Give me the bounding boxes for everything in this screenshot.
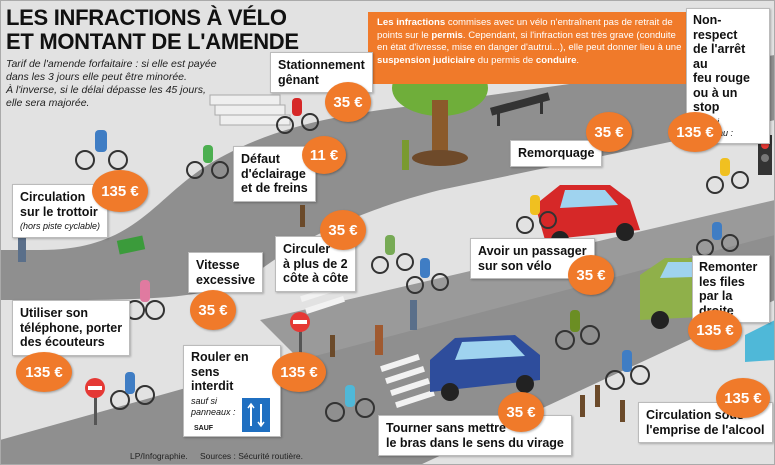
two-way-bike-lane-sign-icon xyxy=(242,398,270,432)
crosswalk xyxy=(300,283,435,409)
label-text: Circulation sous xyxy=(646,408,744,422)
price-telephone: 135 € xyxy=(16,352,72,392)
intro-line-1: Tarif de l'amende forfaitaire : si elle … xyxy=(6,58,217,70)
label-text: feu rouge xyxy=(693,71,750,85)
label-text: Avoir un passager xyxy=(478,244,587,258)
label-text: sur le trottoir xyxy=(20,204,98,219)
label-text: l'emprise de l'alcool xyxy=(646,422,765,437)
label-text: Remonter xyxy=(699,260,758,274)
info-bold-3: permis xyxy=(431,29,463,41)
price-sens-interdit: 135 € xyxy=(272,352,326,392)
price-virage: 35 € xyxy=(498,392,544,432)
label-text: excessive xyxy=(196,272,256,287)
bench-illustration xyxy=(489,92,551,126)
price-remorquage: 35 € xyxy=(586,112,632,152)
label-text: Remorquage xyxy=(518,146,595,160)
label-text: Tourner sans mettre xyxy=(386,421,506,435)
label-text: Circuler xyxy=(283,242,331,256)
label-text: des écouteurs xyxy=(20,335,105,349)
info-text-6: du permis de xyxy=(475,54,536,66)
cyclist-figures xyxy=(95,98,730,407)
label-text: Non-respect xyxy=(693,13,738,42)
label-alcool: Circulation sous l'emprise de l'alcool xyxy=(638,402,773,443)
intro-line-3: À l'inverse, si le délai dépasse les 45 … xyxy=(6,84,206,96)
label-text: sur son vélo xyxy=(478,258,552,273)
upper-road xyxy=(0,55,775,300)
price-eclairage: 11 € xyxy=(302,136,346,174)
bollards xyxy=(300,205,625,422)
label-text: à plus de 2 xyxy=(283,256,348,271)
bike-lane-marker xyxy=(116,235,146,255)
label-subtext: panneaux : xyxy=(191,406,236,417)
blue-car-illustration xyxy=(430,335,540,401)
price-feu-rouge: 135 € xyxy=(668,112,722,152)
price-passager: 35 € xyxy=(568,255,614,295)
cyan-car-illustration xyxy=(745,320,775,362)
info-bold-5: suspension judiciaire xyxy=(377,54,476,66)
label-passager: Avoir un passager sur son vélo xyxy=(470,238,595,279)
price-vitesse: 35 € xyxy=(190,290,236,330)
price-alcool: 135 € xyxy=(716,378,770,418)
price-files: 135 € xyxy=(688,310,742,350)
label-text: interdit xyxy=(191,379,234,393)
info-text-4: . Cependant, si l'infraction est très gr… xyxy=(377,29,682,54)
intro-line-2: dans les 3 jours elle peut être minorée. xyxy=(6,71,187,83)
label-text: Circulation xyxy=(20,190,86,204)
info-bold-7: conduire xyxy=(535,54,577,66)
middle-road xyxy=(260,200,775,360)
label-text: Vitesse xyxy=(196,258,240,272)
sauf-sign-text: SAUF xyxy=(194,425,214,432)
label-subtext: sauf si xyxy=(191,395,218,406)
cyclists-illustration xyxy=(75,113,749,422)
label-subtext: (hors piste cyclable) xyxy=(20,221,101,231)
page-title: LES INFRACTIONS À VÉLO ET MONTANT DE L'A… xyxy=(6,6,299,54)
label-telephone: Utiliser son téléphone, porter des écout… xyxy=(12,300,131,356)
label-virage: Tourner sans mettre le bras dans le sens… xyxy=(378,415,572,456)
no-entry-sign-icon xyxy=(85,378,105,425)
label-text: gênant xyxy=(278,72,319,87)
label-text: les files xyxy=(699,274,745,289)
label-text: et de freins xyxy=(241,181,308,195)
pedestrians-illustration xyxy=(18,140,417,355)
label-sens-interdit: Rouler en sens interdit sauf si panneaux… xyxy=(183,345,281,437)
price-cote-a-cote: 35 € xyxy=(320,210,366,250)
label-vitesse: Vitesse excessive xyxy=(188,252,264,293)
credit-right: Sources : Sécurité routière. xyxy=(200,451,303,461)
info-box: Les infractions commises avec un vélo n'… xyxy=(368,12,693,84)
label-text: de l'arrêt au xyxy=(693,42,746,71)
title-line-1: LES INFRACTIONS À VÉLO xyxy=(6,5,287,30)
info-bold-1: Les infractions xyxy=(377,17,446,28)
info-text-2: commises avec un vélo n'entraînent pas d… xyxy=(377,17,673,41)
label-text: téléphone, porter xyxy=(20,320,123,335)
intro-text: Tarif de l'amende forfaitaire : si elle … xyxy=(6,58,256,110)
label-text: côte à côte xyxy=(283,271,349,285)
label-text: Utiliser son xyxy=(20,306,89,320)
price-stationnement: 35 € xyxy=(325,82,371,122)
label-text: Stationnement xyxy=(278,58,365,72)
label-text: ou à un stop xyxy=(693,85,738,115)
no-entry-sign-icon-2 xyxy=(290,312,310,355)
label-text: Rouler en sens xyxy=(191,350,249,379)
label-remorquage: Remorquage xyxy=(510,140,603,167)
credit-left: LP/Infographie. xyxy=(130,451,188,461)
label-eclairage: Défaut d'éclairage et de freins xyxy=(233,146,316,202)
label-text: le bras dans le sens du virage xyxy=(386,435,564,450)
intro-line-4: elle sera majorée. xyxy=(6,97,90,109)
title-line-2: ET MONTANT DE L'AMENDE xyxy=(6,29,299,54)
label-text: Défaut xyxy=(241,152,280,166)
label-text: d'éclairage xyxy=(241,166,306,181)
price-trottoir: 135 € xyxy=(92,170,148,212)
info-text-8: . xyxy=(576,54,580,66)
